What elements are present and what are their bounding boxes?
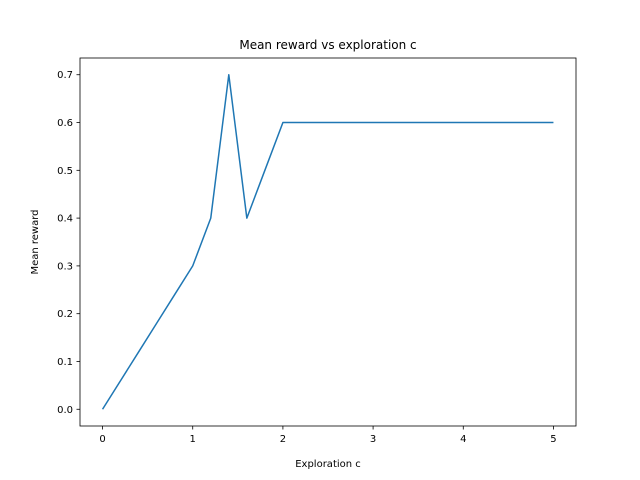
x-tick-label: 1 <box>190 434 196 445</box>
plot-area <box>79 57 577 427</box>
y-tick-label: 0.7 <box>57 70 73 81</box>
axes-background <box>80 58 576 426</box>
axes-frame <box>79 57 577 427</box>
series-line-0 <box>101 73 554 410</box>
y-axis-title: Mean reward <box>30 209 41 274</box>
x-axis-ticks: 0 1 2 3 4 5 <box>99 426 557 445</box>
x-tick-label: 2 <box>280 434 286 445</box>
x-axis-title: Exploration c <box>295 459 361 470</box>
x-tick-label: 4 <box>460 434 466 445</box>
x-tick-label: 0 <box>99 434 105 445</box>
y-axis-ticks: 0.0 0.1 0.2 0.3 0.4 0.5 0.6 0.7 <box>57 70 80 416</box>
y-tick-label: 0.1 <box>57 357 73 368</box>
series-layer <box>101 73 554 410</box>
y-tick-label: 0.4 <box>57 214 73 225</box>
y-tick-label: 0.5 <box>57 166 73 177</box>
x-tick-label: 3 <box>370 434 376 445</box>
y-tick-label: 0.0 <box>57 405 73 416</box>
y-tick-label: 0.2 <box>57 309 73 320</box>
y-tick-label: 0.6 <box>57 118 73 129</box>
y-tick-label: 0.3 <box>57 261 73 272</box>
x-tick-label: 5 <box>550 434 556 445</box>
chart-title: Mean reward vs exploration c <box>239 38 416 52</box>
